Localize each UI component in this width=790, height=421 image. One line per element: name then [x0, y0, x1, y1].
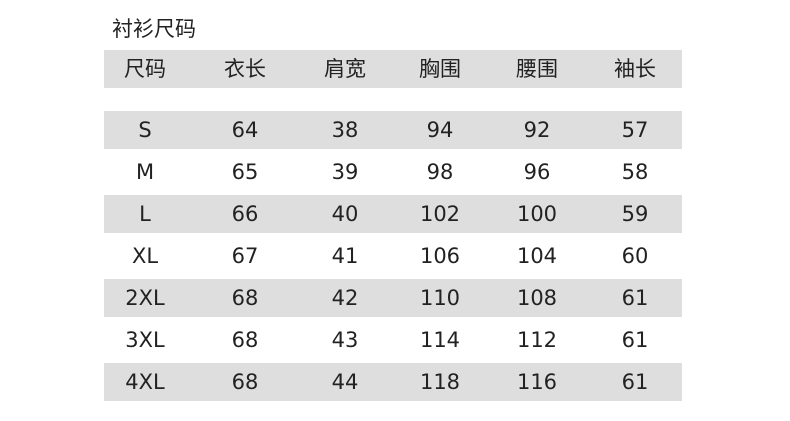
- table-cell: 42: [331, 286, 359, 310]
- table-cell: 102: [419, 202, 461, 226]
- table-cell: 104: [516, 244, 558, 268]
- table-cell: 59: [621, 202, 649, 226]
- table-cell: 66: [231, 202, 259, 226]
- table-cell: 61: [621, 328, 649, 352]
- table-cell: 114: [419, 328, 461, 352]
- table-cell: 64: [231, 118, 259, 142]
- table-cell: 100: [516, 202, 558, 226]
- table-cell: 41: [331, 244, 359, 268]
- table-cell: 57: [621, 118, 649, 142]
- header-cell: 肩宽: [324, 57, 366, 81]
- table-cell: 108: [516, 286, 558, 310]
- header-cell: 袖长: [614, 57, 656, 81]
- table-cell: 38: [331, 118, 359, 142]
- table-cell: L: [139, 202, 151, 226]
- table-row: 2XL 68 42 110 108 61: [104, 279, 682, 317]
- table-row: 4XL 68 44 118 116 61: [104, 363, 682, 401]
- table-cell: 116: [516, 370, 558, 394]
- table-cell: S: [138, 118, 152, 142]
- table-row: M 65 39 98 96 58: [104, 153, 682, 191]
- header-cell: 腰围: [516, 57, 558, 81]
- table-row-band: [104, 111, 682, 149]
- table-cell: 61: [621, 370, 649, 394]
- table-cell: 68: [231, 370, 259, 394]
- table-cell: XL: [131, 244, 159, 268]
- table-cell: 58: [621, 160, 649, 184]
- table-row: XL 67 41 106 104 60: [104, 237, 682, 275]
- table-cell: M: [135, 160, 155, 184]
- table-cell: 68: [231, 328, 259, 352]
- header-row: 尺码 衣长 肩宽 胸围 腰围 袖长: [104, 50, 682, 88]
- table-cell: 39: [331, 160, 359, 184]
- header-row-band: [104, 50, 682, 88]
- table-row: S 64 38 94 92 57: [104, 111, 682, 149]
- table-cell: 40: [331, 202, 359, 226]
- table-row-band: [104, 363, 682, 401]
- header-cell: 胸围: [419, 57, 461, 81]
- table-cell: 94: [426, 118, 454, 142]
- table-cell: 61: [621, 286, 649, 310]
- header-cell: 衣长: [224, 57, 266, 81]
- table-cell: 67: [231, 244, 259, 268]
- table-cell: 4XL: [125, 370, 165, 394]
- table-cell: 110: [419, 286, 461, 310]
- table-cell: 68: [231, 286, 259, 310]
- table-cell: 60: [621, 244, 649, 268]
- table-row: L 66 40 102 100 59: [104, 195, 682, 233]
- table-title: 衬衫尺码: [112, 17, 196, 41]
- table-cell: 112: [516, 328, 558, 352]
- table-row-band: [104, 195, 682, 233]
- table-cell: 118: [419, 370, 461, 394]
- table-cell: 96: [523, 160, 551, 184]
- table-cell: 3XL: [125, 328, 165, 352]
- table-row: 3XL 68 43 114 112 61: [104, 321, 682, 359]
- table-cell: 65: [231, 160, 259, 184]
- table-cell: 43: [331, 328, 359, 352]
- table-cell: 98: [426, 160, 454, 184]
- table-cell: 2XL: [125, 286, 165, 310]
- table-cell: 44: [331, 370, 359, 394]
- table-cell: 106: [419, 244, 461, 268]
- table-cell: 92: [523, 118, 551, 142]
- header-cell: 尺码: [124, 57, 166, 81]
- table-row-band: [104, 279, 682, 317]
